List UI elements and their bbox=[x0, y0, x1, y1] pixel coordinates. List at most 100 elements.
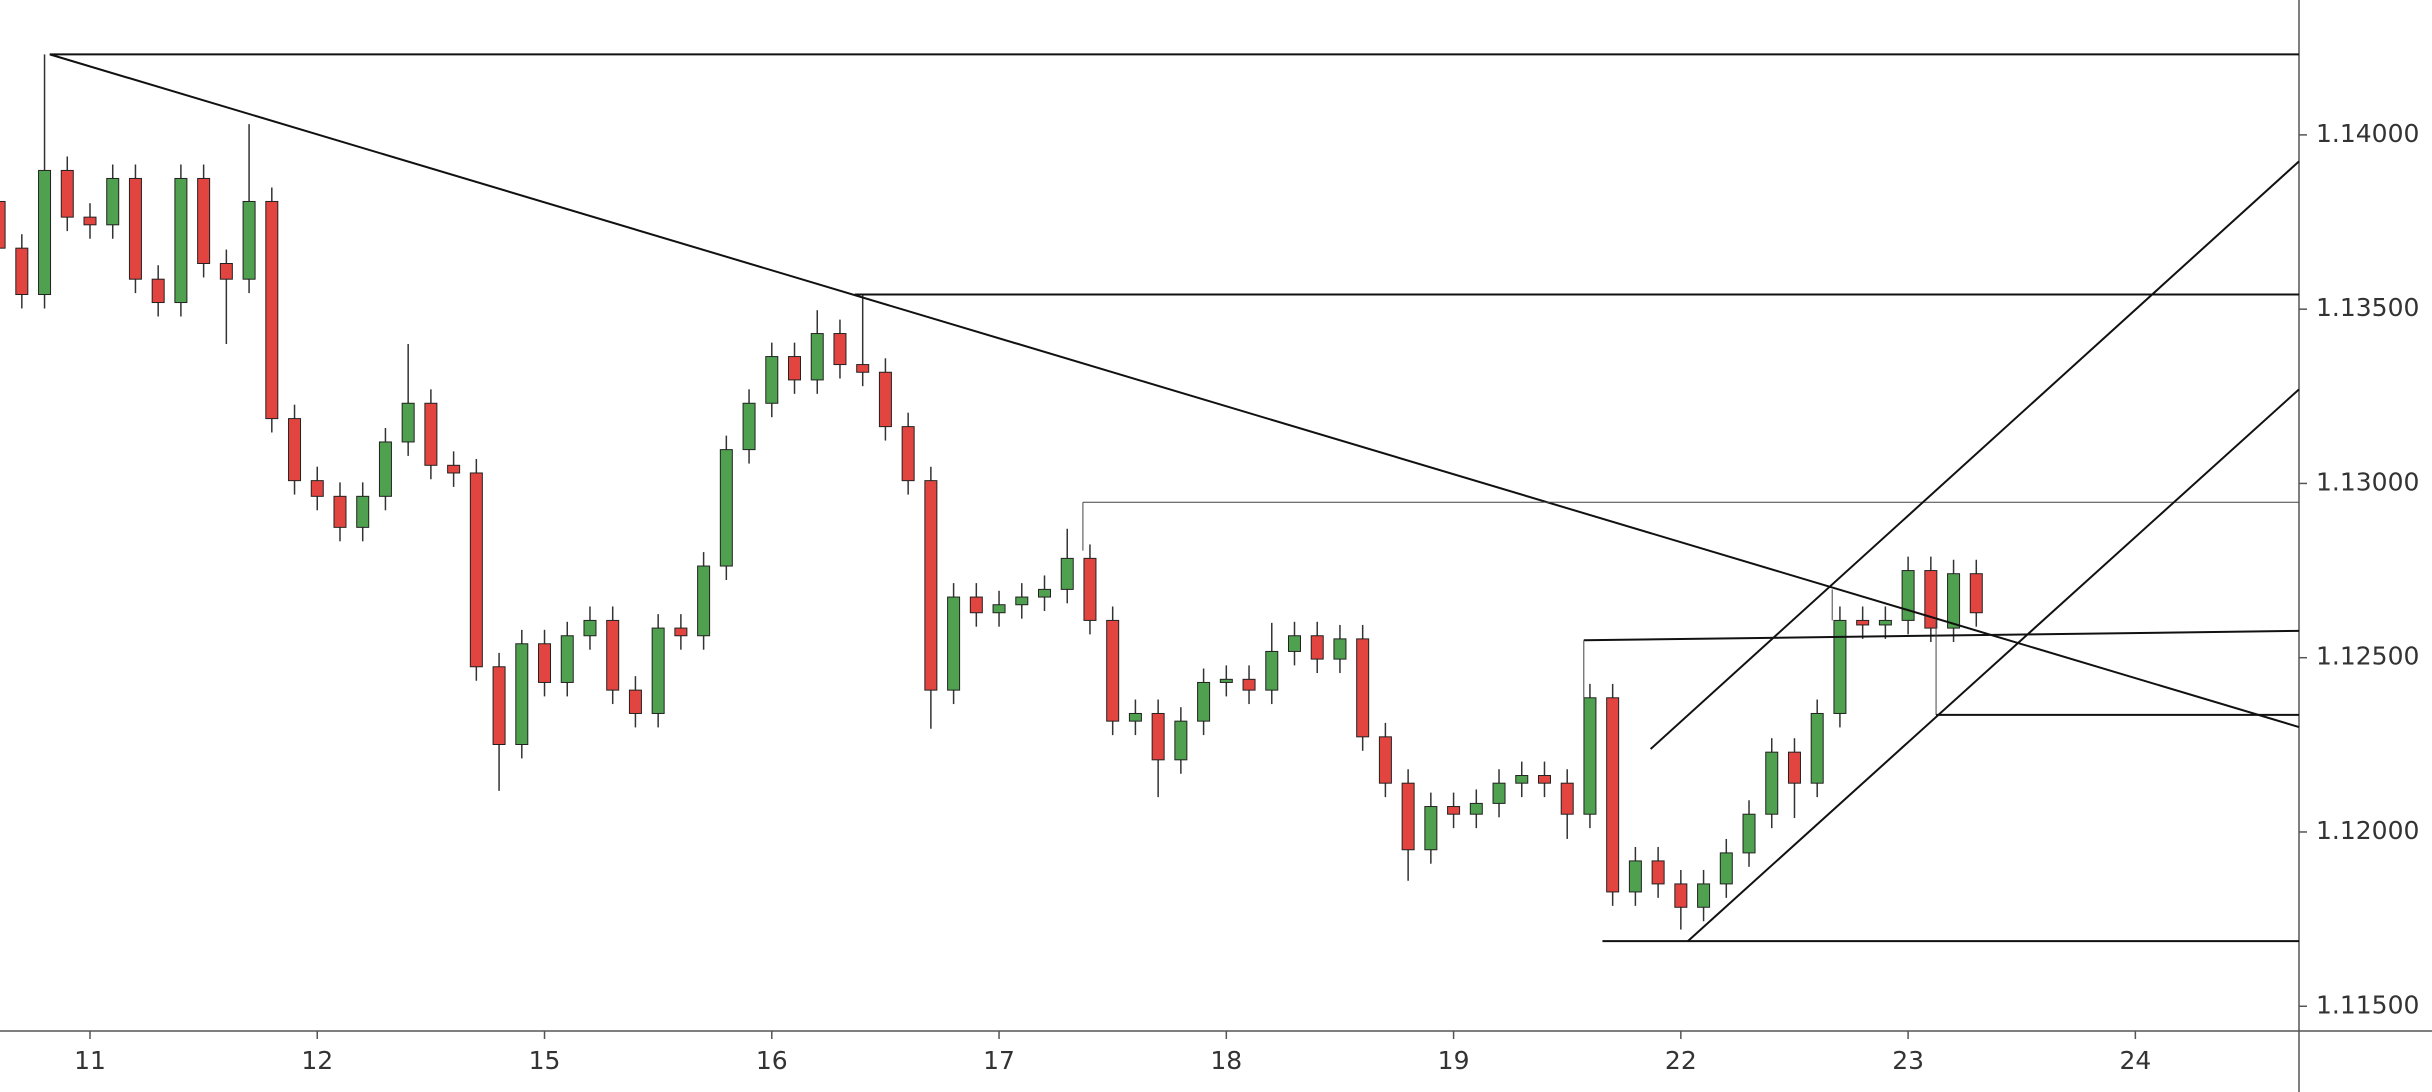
candle-body bbox=[469, 472, 483, 668]
drawing-line bbox=[49, 53, 2300, 729]
candle-body bbox=[1242, 678, 1256, 691]
candle-body bbox=[60, 169, 74, 218]
candle-body bbox=[1674, 883, 1688, 908]
candle-body bbox=[1947, 573, 1961, 629]
x-tick-label: 18 bbox=[1210, 1046, 1242, 1075]
candle-body bbox=[1560, 782, 1574, 815]
candle-body bbox=[1697, 883, 1711, 908]
candle-body bbox=[1310, 635, 1324, 660]
candle-body bbox=[606, 619, 620, 691]
y-tick-label: 1.14000 bbox=[2316, 119, 2419, 148]
candle-body bbox=[765, 356, 779, 404]
candle-body bbox=[1742, 813, 1756, 854]
candle-body bbox=[1924, 570, 1938, 629]
candle-body bbox=[1901, 570, 1915, 621]
candle-body bbox=[742, 402, 756, 451]
candle-body bbox=[492, 666, 506, 745]
x-tick-label: 16 bbox=[756, 1046, 788, 1075]
candle-body bbox=[1651, 860, 1665, 885]
candle-body bbox=[674, 627, 688, 637]
candle-body bbox=[1583, 697, 1597, 815]
x-tick-label: 23 bbox=[1892, 1046, 1924, 1075]
candle-body bbox=[1174, 720, 1188, 761]
candle-body bbox=[310, 480, 324, 497]
candle-body bbox=[1856, 619, 1870, 626]
y-tick-label: 1.13500 bbox=[2316, 293, 2419, 322]
candle-body bbox=[856, 364, 870, 373]
y-tick-label: 1.13000 bbox=[2316, 467, 2419, 496]
candle-body bbox=[1106, 619, 1120, 722]
candle-body bbox=[1378, 736, 1392, 784]
candle-body bbox=[1969, 573, 1983, 614]
candle-body bbox=[1447, 806, 1461, 815]
candle-body bbox=[1628, 860, 1642, 893]
candle-body bbox=[901, 426, 915, 482]
x-tick-label: 15 bbox=[529, 1046, 561, 1075]
candle-body bbox=[219, 263, 233, 280]
candle-body bbox=[265, 200, 279, 420]
candle-body bbox=[1151, 712, 1165, 761]
x-tick-label: 12 bbox=[301, 1046, 333, 1075]
candle-body bbox=[969, 596, 983, 614]
x-tick-label: 24 bbox=[2119, 1046, 2151, 1075]
candle-body bbox=[15, 247, 29, 296]
candle-body bbox=[1719, 852, 1733, 885]
candle-body bbox=[288, 418, 302, 482]
candle-body bbox=[1287, 635, 1301, 652]
candle-body bbox=[538, 643, 552, 683]
candle-body bbox=[651, 627, 665, 714]
candle-body bbox=[1537, 775, 1551, 784]
candle-body bbox=[378, 441, 392, 497]
y-tick-label: 1.12000 bbox=[2316, 816, 2419, 845]
candle-body bbox=[583, 619, 597, 637]
candle-body bbox=[947, 596, 961, 691]
candle-body bbox=[106, 177, 120, 226]
candle-body bbox=[447, 464, 461, 474]
candle-body bbox=[1219, 678, 1233, 683]
candle-body bbox=[924, 480, 938, 691]
drawing-line bbox=[1583, 629, 2300, 642]
candle-body bbox=[1765, 751, 1779, 815]
candle-body bbox=[1492, 782, 1506, 804]
candle-body bbox=[401, 402, 415, 443]
candle-body bbox=[878, 371, 892, 428]
x-tick-label: 22 bbox=[1665, 1046, 1697, 1075]
candle-body bbox=[719, 449, 733, 567]
candle-body bbox=[1197, 681, 1211, 722]
candle-body bbox=[151, 278, 165, 304]
candle-body bbox=[1469, 802, 1483, 815]
candle-body bbox=[424, 402, 438, 466]
candle-body bbox=[1015, 596, 1029, 606]
candle-body bbox=[356, 495, 370, 528]
candle-body bbox=[0, 200, 6, 249]
candle-body bbox=[697, 565, 711, 637]
candle-body bbox=[128, 177, 142, 280]
candle-body bbox=[1810, 712, 1824, 784]
candle-body bbox=[788, 356, 802, 381]
candle-body bbox=[515, 643, 529, 745]
drawing-line bbox=[1649, 160, 2300, 750]
candle-body bbox=[992, 604, 1006, 614]
x-tick-label: 19 bbox=[1438, 1046, 1470, 1075]
drawing-line bbox=[1687, 388, 2300, 942]
candle-body bbox=[1833, 619, 1847, 714]
candle-body bbox=[628, 689, 642, 714]
x-tick-label: 17 bbox=[983, 1046, 1015, 1075]
candle-body bbox=[197, 177, 211, 265]
candle-body bbox=[833, 333, 847, 366]
candle-body bbox=[1265, 650, 1279, 691]
candle-body bbox=[1606, 697, 1620, 893]
y-tick-label: 1.12500 bbox=[2316, 642, 2419, 671]
candle-body bbox=[560, 635, 574, 683]
candle-body bbox=[333, 495, 347, 528]
x-tick-label: 11 bbox=[74, 1046, 106, 1075]
candle-body bbox=[38, 169, 52, 296]
candle-body bbox=[1878, 619, 1892, 626]
candle-body bbox=[1424, 806, 1438, 851]
candle-body bbox=[1356, 638, 1370, 738]
candle-body bbox=[83, 216, 97, 226]
candle-body bbox=[174, 177, 188, 304]
candle-body bbox=[810, 333, 824, 381]
